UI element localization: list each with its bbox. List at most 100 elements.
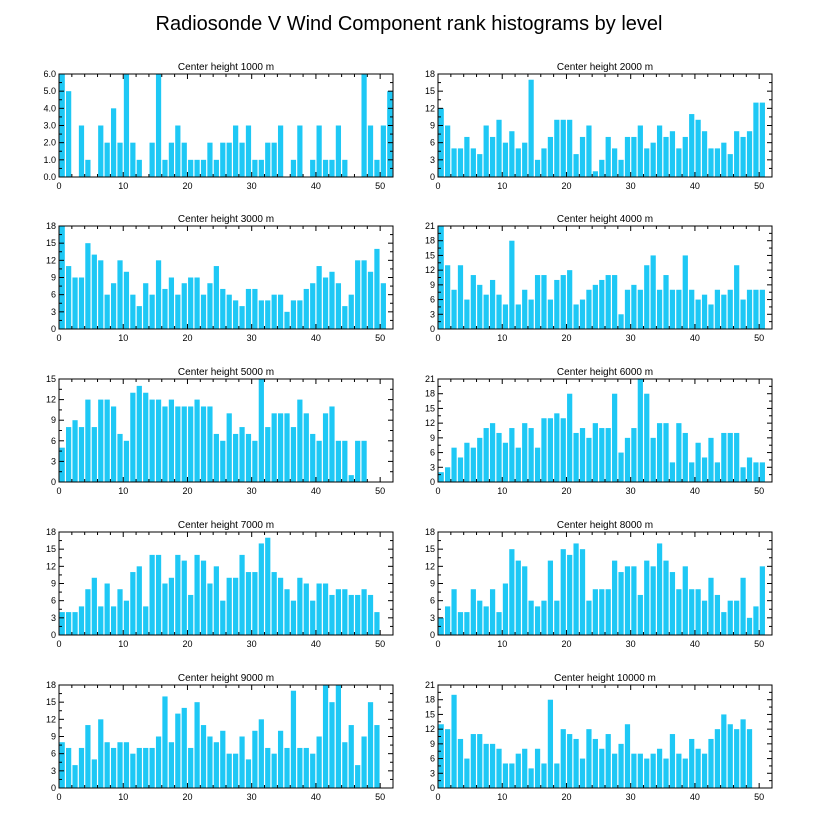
bar [175,294,181,329]
bar [714,148,721,177]
bar [599,428,605,482]
bar [502,583,509,635]
bar [682,136,688,177]
bar [188,594,194,635]
bar [91,427,97,482]
x-tick-label: 0 [56,639,61,649]
bar [586,437,592,482]
bar [656,423,663,482]
bar [489,279,496,329]
bar [483,606,489,635]
bar [682,758,688,788]
bar [329,271,335,329]
bar [502,304,509,329]
bar [592,284,598,329]
bar [297,577,303,635]
bar [277,294,284,329]
bar [117,589,123,635]
bar [689,289,695,329]
x-tick-label: 0 [435,181,440,191]
bar [155,74,162,177]
bar [98,260,104,329]
bar [759,462,765,482]
bar [445,606,451,635]
x-tick-label: 20 [182,333,192,343]
bar [258,300,264,329]
bar [361,589,367,635]
bar [515,304,521,329]
bar [522,142,528,177]
bar [631,284,637,329]
bar [644,758,650,788]
x-tick-label: 50 [375,639,385,649]
bar [226,294,232,329]
bar [496,612,502,635]
bar [149,554,155,635]
bar [753,102,759,177]
y-tick-label: 18 [46,680,56,690]
bar [130,294,136,329]
y-tick-label: 5.0 [43,86,56,96]
bar [130,142,136,177]
bar [303,413,309,482]
x-tick-label: 0 [435,333,440,343]
bar [586,729,592,788]
bar [155,554,162,635]
bar [676,148,682,177]
bar [265,300,271,329]
bar [554,279,560,329]
y-tick-label: 6 [430,295,435,305]
bar [483,294,489,329]
y-tick-label: 9 [51,579,56,589]
bar [477,284,483,329]
bar [631,428,637,482]
bar [297,125,303,177]
bar [316,266,322,329]
x-tick-label: 40 [690,181,700,191]
bar [130,392,136,482]
x-tick-label: 0 [56,792,61,802]
y-tick-label: 9 [430,433,435,443]
bar [663,560,669,635]
bar [143,606,149,635]
bar [753,289,759,329]
bar [59,742,65,788]
bar [496,748,502,788]
y-tick-label: 18 [425,69,435,79]
bar [380,283,386,329]
bar [245,759,252,788]
bar [200,560,207,635]
bar [348,475,354,482]
y-tick-label: 0 [430,324,435,334]
x-tick-label: 30 [626,792,636,802]
bar [117,742,123,788]
bar [162,583,168,635]
bar [226,413,232,482]
y-tick-label: 15 [46,238,56,248]
y-tick-label: 3 [430,768,435,778]
x-tick-label: 50 [754,486,764,496]
bar [464,758,470,788]
panel-4: Center height 4000 m 0 10 20 30 40 50 0 3 6 9 12 15 1… [425,214,773,343]
y-tick-label: 12 [425,265,435,275]
bar [245,433,252,482]
bar [759,289,765,329]
bar [200,159,207,177]
bar [310,283,316,329]
bar [586,289,592,329]
bar [239,306,245,329]
panel-6: Center height 6000 m 0 10 20 30 40 50 0 3 6 9 12 15 1… [425,367,773,496]
bar [445,125,451,177]
y-tick-label: 3 [430,309,435,319]
bar [663,423,669,482]
x-tick-label: 20 [182,486,192,496]
bar [59,447,65,482]
bar [701,753,708,788]
bar [489,589,496,635]
bar [541,275,547,329]
bar [188,406,194,482]
bar [200,294,207,329]
bar [188,277,194,329]
bar [329,159,335,177]
bar [110,283,117,329]
